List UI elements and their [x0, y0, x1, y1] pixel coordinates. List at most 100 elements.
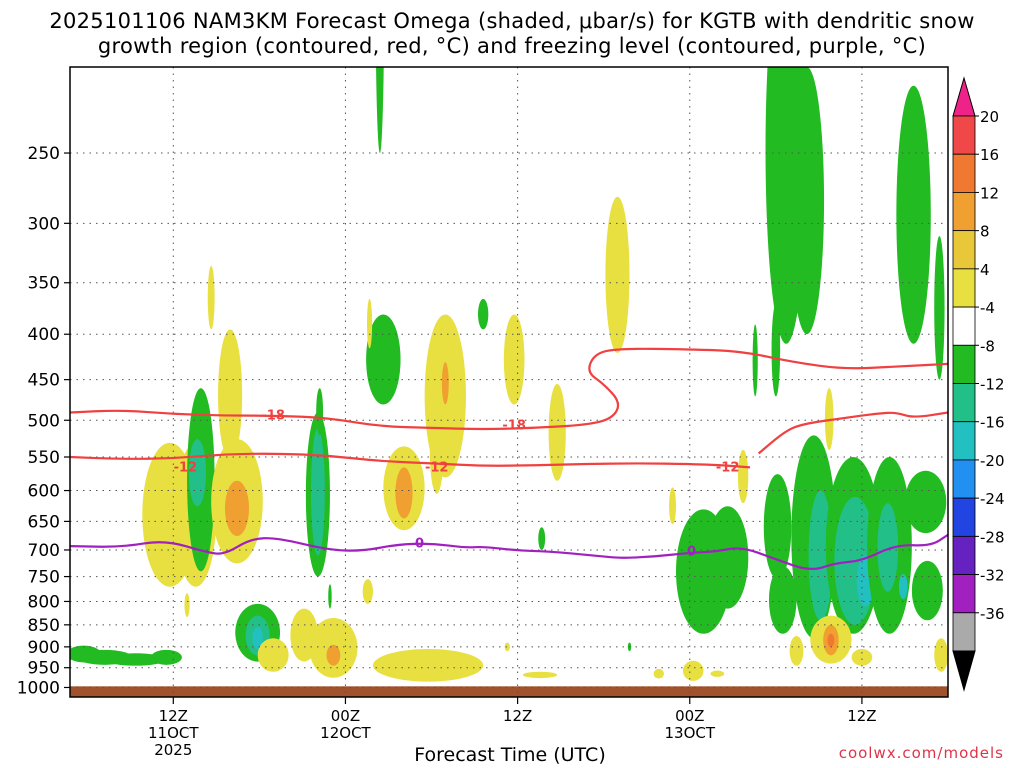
omega-region-35: [504, 642, 510, 652]
omega-region-19: [316, 388, 324, 436]
x-tick-date-12: 11OCT: [148, 724, 199, 742]
y-tick-label-500: 500: [28, 411, 60, 431]
omega-region-21: [326, 644, 341, 666]
omega-region-15: [257, 638, 289, 672]
omega-region-14: [252, 627, 263, 649]
colorbar-bin-9: [952, 421, 976, 461]
x-tick-label-42: 00Z: [675, 707, 704, 725]
omega-region-34: [503, 314, 525, 405]
omega-region-24: [366, 298, 373, 349]
omega-region-11: [224, 480, 250, 536]
omega-region-65: [896, 85, 931, 344]
temperature-contours: [70, 347, 948, 570]
contour-label-3-1: 0: [687, 545, 696, 560]
omega-colorbar: 20 16 12 8 4 -4 -8 -12 -16 -20 -24 -28 -32 -36: [952, 76, 1005, 692]
omega-region-36: [522, 671, 558, 679]
contour-label-2-2: -12: [716, 460, 740, 475]
colorbar-bin-5: [952, 268, 976, 308]
omega-region-9: [218, 329, 243, 461]
y-tick-label-300: 300: [28, 214, 60, 234]
plot-frame: [69, 66, 949, 698]
omega-region-51: [752, 324, 758, 397]
colorbar-label-1: 16: [980, 146, 999, 164]
colorbar-bin-13: [952, 574, 976, 614]
colorbar-bin-10: [952, 459, 976, 499]
grid-lines: [70, 67, 948, 697]
colorbar-label-6: -8: [980, 337, 995, 355]
x-tick-date-22: 12OCT: [320, 724, 371, 742]
omega-region-37: [538, 527, 546, 550]
colorbar-bin-4: [952, 230, 976, 270]
omega-region-38: [548, 383, 566, 481]
colorbar-bin-2: [952, 153, 976, 193]
omega-region-29: [372, 648, 484, 682]
omega-region-45: [682, 660, 704, 681]
contour-labels: -18 -18 -12 -12 -12 0 0: [174, 409, 740, 560]
y-tick-label-350: 350: [28, 274, 60, 294]
contour-label-0-1: -18: [502, 419, 526, 434]
y-tick-label-700: 700: [28, 541, 60, 561]
contour-label-2-0: -12: [174, 460, 198, 475]
x-axis-title: Forecast Time (UTC): [414, 744, 606, 766]
omega-region-70: [851, 648, 873, 666]
colorbar-top-arrow: [952, 76, 976, 117]
omega-region-73: [184, 593, 190, 618]
omega-region-33: [478, 298, 489, 330]
omega-region-60: [877, 503, 899, 592]
colorbar-label-7: -12: [980, 376, 1005, 394]
y-tick-label-900: 900: [28, 638, 60, 658]
colorbar-bin-12: [952, 535, 976, 575]
omega-region-48: [763, 474, 792, 580]
omega-region-23: [366, 314, 401, 405]
omega-region-47: [737, 449, 749, 504]
ground-layer: [70, 686, 948, 697]
y-tick-label-550: 550: [28, 448, 60, 468]
colorbar-bin-7: [952, 344, 976, 384]
omega-region-3: [150, 649, 182, 665]
chart-title-line-1: 2025101106 NAM3KM Forecast Omega (shaded…: [49, 9, 975, 33]
contour-line-3: [70, 533, 948, 570]
omega-region-64: [934, 235, 945, 380]
omega-region-2: [104, 653, 167, 666]
omega-region-53: [789, 67, 825, 335]
ground-fill: [70, 686, 948, 697]
omega-region-41: [653, 668, 664, 679]
colorbar-bin-11: [952, 497, 976, 537]
contour-label-0-0: -18: [261, 409, 285, 424]
colorbar-bin-14: [952, 612, 976, 652]
omega-region-49: [768, 566, 797, 634]
omega-region-55: [808, 490, 833, 621]
colorbar-bin-6: [952, 306, 976, 346]
omega-region-62: [911, 560, 943, 621]
colorbar-label-5: -4: [980, 299, 995, 317]
x-tick-date-42: 13OCT: [664, 724, 715, 742]
colorbar-label-9: -20: [980, 452, 1005, 470]
colorbar-label-8: -16: [980, 414, 1005, 432]
contour-label-2-1: -12: [425, 460, 449, 475]
chart-title-line-2: growth region (contoured, red, °C) and f…: [97, 34, 927, 58]
pressure-axis: 2503003504004505005506006507007508008509…: [17, 144, 70, 698]
colorbar-label-2: 12: [980, 184, 999, 202]
omega-region-28: [395, 467, 413, 519]
y-tick-label-1000: 1000: [17, 678, 60, 698]
colorbar-bottom-arrow: [952, 650, 976, 692]
x-tick-label-52: 12Z: [847, 707, 876, 725]
omega-shaded-regions: [70, 67, 948, 682]
omega-region-61: [898, 573, 908, 600]
y-tick-label-750: 750: [28, 568, 60, 588]
omega-region-68: [827, 633, 835, 647]
y-tick-label-600: 600: [28, 482, 60, 502]
colorbar-label-12: -32: [980, 567, 1005, 585]
credit-link[interactable]: coolwx.com/models: [838, 744, 1004, 762]
contour-line-2: [70, 452, 751, 469]
x-tick-label-12: 12Z: [159, 707, 188, 725]
colorbar-label-11: -28: [980, 528, 1005, 546]
colorbar-label-13: -36: [980, 605, 1005, 623]
omega-region-71: [824, 388, 834, 450]
omega-region-8: [207, 265, 215, 330]
y-tick-label-250: 250: [28, 144, 60, 164]
contour-line-1: [757, 411, 948, 455]
omega-region-46: [710, 670, 725, 677]
